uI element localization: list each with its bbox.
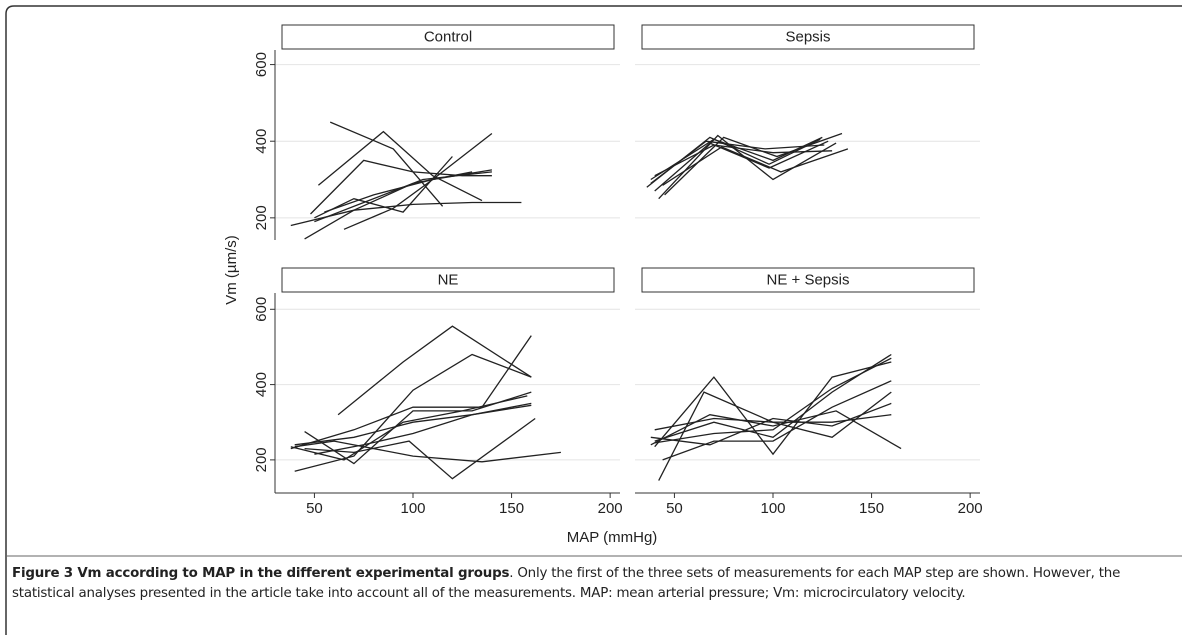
data-line: [294, 353, 532, 472]
panel-header: [641, 267, 975, 293]
data-line: [329, 121, 444, 207]
frame: [5, 5, 1182, 635]
x-tick-label: 150: [859, 500, 884, 517]
data-line: [654, 414, 892, 431]
y-tick-label: 400: [253, 129, 270, 154]
data-line: [304, 417, 536, 480]
data-line: [337, 325, 532, 416]
caption-text: . Only the first of the three sets of me…: [12, 566, 1121, 601]
x-tick-label: 50: [666, 500, 683, 517]
data-line: [290, 201, 522, 227]
panel-title: NE: [438, 271, 459, 288]
data-line: [650, 136, 823, 181]
y-tick-label: 200: [253, 447, 270, 472]
caption: Figure 3 Vm according to MAP in the diff…: [12, 564, 1172, 604]
panel-header: [641, 24, 975, 50]
panel-header: [281, 267, 615, 293]
data-line: [304, 171, 473, 240]
x-tick-label: 100: [760, 500, 785, 517]
panel-title: NE + Sepsis: [767, 271, 850, 288]
caption-title: Figure 3 Vm according to MAP in the diff…: [12, 566, 510, 581]
data-line: [317, 130, 483, 202]
data-line: [650, 410, 902, 450]
data-line: [654, 140, 829, 192]
data-line: [290, 335, 532, 450]
data-line: [654, 357, 892, 444]
y-tick-label: 600: [253, 297, 270, 322]
data-line: [654, 353, 892, 442]
x-tick-label: 200: [958, 500, 983, 517]
x-tick-label: 100: [400, 500, 425, 517]
x-tick-label: 200: [598, 500, 623, 517]
data-line: [662, 380, 892, 461]
y-tick-label: 200: [253, 205, 270, 230]
data-line: [343, 132, 493, 230]
data-line: [654, 361, 892, 456]
data-line: [314, 402, 532, 455]
data-line: [314, 171, 492, 223]
x-tick-label: 150: [499, 500, 524, 517]
data-line: [290, 395, 528, 461]
x-tick-label: 50: [306, 500, 323, 517]
data-line: [646, 136, 821, 188]
panel-header: [281, 24, 615, 50]
data-line: [650, 402, 892, 446]
data-line: [654, 144, 833, 177]
data-line: [662, 146, 849, 186]
y-tick-label: 400: [253, 372, 270, 397]
panel-title: Control: [424, 28, 472, 45]
y-axis-label: Vm (µm/s): [223, 235, 240, 304]
y-tick-label: 600: [253, 52, 270, 77]
x-axis-label: MAP (mmHg): [567, 529, 658, 546]
panel-title: Sepsis: [785, 28, 830, 45]
